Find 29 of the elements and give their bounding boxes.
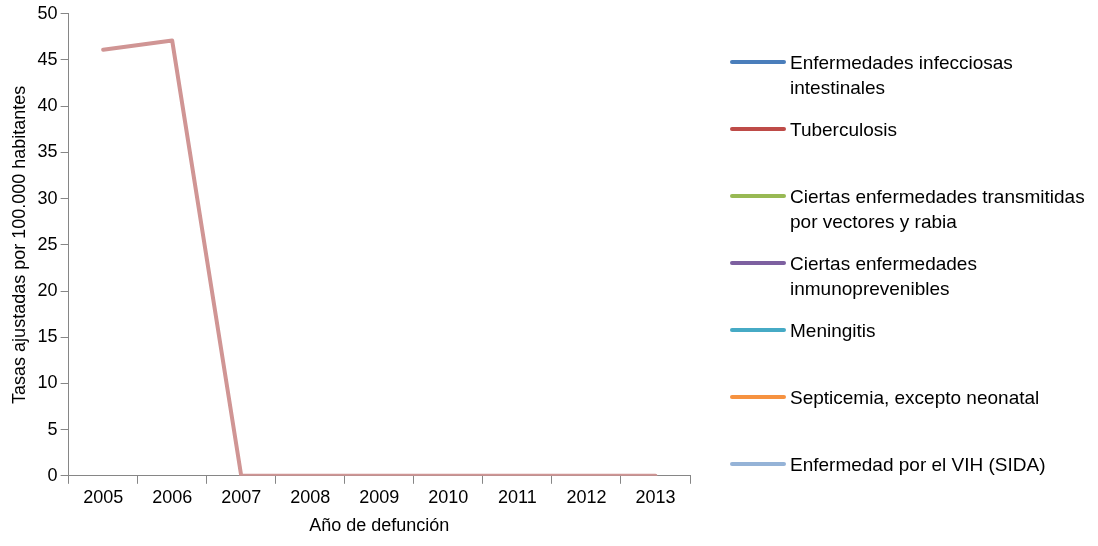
y-tick-label: 5	[47, 418, 58, 439]
x-tick-label: 2007	[221, 486, 262, 507]
y-tick-label: 15	[37, 326, 58, 347]
y-tick-label: 10	[37, 372, 58, 393]
x-tick-label: 2008	[290, 486, 331, 507]
legend-label: Septicemia, excepto neonatal	[790, 386, 1040, 410]
legend-label: Meningitis	[790, 319, 876, 343]
x-tick-label: 2006	[152, 486, 193, 507]
x-tick-label: 2013	[635, 486, 676, 507]
legend-label: Ciertas enfermedades inmunoprevenibles	[790, 252, 978, 301]
y-tick-label: 35	[37, 141, 58, 162]
y-tick-label: 40	[37, 95, 58, 116]
legend-label: Tuberculosis	[790, 118, 898, 142]
y-tick-label: 0	[47, 464, 58, 485]
x-tick-label: 2012	[566, 486, 607, 507]
x-tick-label: 2010	[428, 486, 469, 507]
x-tick-label: 2009	[359, 486, 400, 507]
y-tick-label: 25	[37, 233, 58, 254]
legend-label: Enfermedades infecciosas intestinales	[790, 51, 1014, 100]
legend-label: Ciertas enfermedades transmitidas por vectores y rabia	[790, 185, 1086, 234]
x-axis-title: Año de defunción	[309, 515, 450, 536]
y-tick-label: 45	[37, 48, 58, 69]
y-tick-label: 50	[37, 2, 58, 23]
y-tick-label: 20	[37, 279, 58, 300]
x-tick-label: 2005	[83, 486, 124, 507]
y-tick-label: 30	[37, 187, 58, 208]
y-axis-title: Tasas ajustadas por 100.000 habitantes	[8, 85, 29, 404]
legend-label: Enfermedad por el VIH (SIDA)	[790, 453, 1046, 477]
x-tick-label: 2011	[498, 486, 537, 507]
